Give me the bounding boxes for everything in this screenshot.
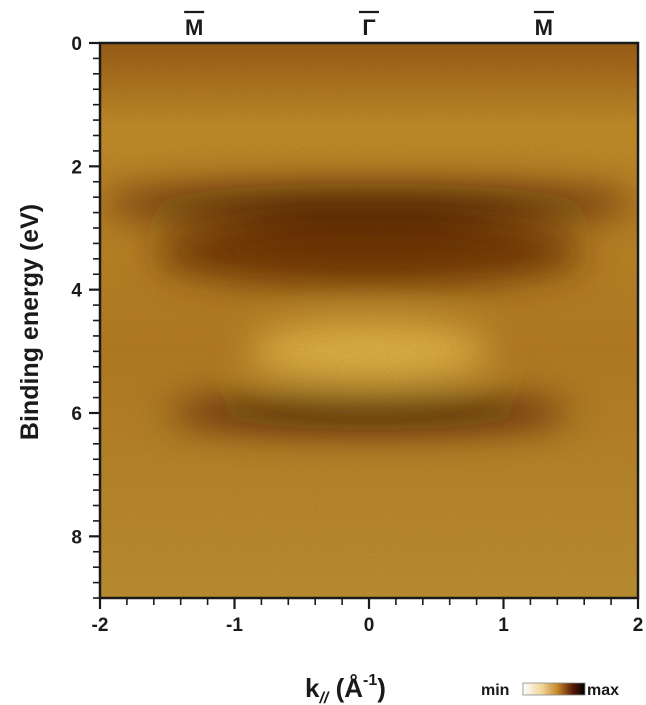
y-tick-label: 6 <box>71 404 82 425</box>
heatmap-image <box>100 43 638 598</box>
symmetry-point-label: M <box>535 15 553 40</box>
symmetry-point-label: Γ <box>362 15 375 40</box>
x-tick-label: 0 <box>364 615 375 636</box>
x-axis-label-main: k <box>305 673 320 703</box>
x-axis: -2 -1 0 1 2 <box>92 598 644 636</box>
x-axis-label-close: ) <box>377 673 386 703</box>
x-tick-label: -2 <box>92 615 109 636</box>
colorbar-max-label: max <box>587 682 619 699</box>
symmetry-point-label: M <box>185 15 203 40</box>
colorbar-min-label: min <box>481 682 509 699</box>
heatmap-noise <box>100 43 638 598</box>
x-tick-label: 1 <box>498 615 509 636</box>
y-tick-label: 0 <box>71 34 82 55</box>
y-tick-label: 2 <box>71 157 82 178</box>
x-tick-label: 2 <box>633 615 644 636</box>
y-tick-label: 8 <box>71 527 82 548</box>
x-axis-label-subscript: // <box>318 690 329 705</box>
x-axis-label: k// (Å-1) <box>305 672 386 705</box>
x-tick-label: -1 <box>226 615 243 636</box>
y-axis-label: Binding energy (eV) <box>16 204 44 440</box>
y-axis: 0 2 4 6 8 <box>71 34 100 599</box>
colorbar-gradient <box>522 682 586 696</box>
y-tick-label: 4 <box>71 281 82 302</box>
x-axis-label-unit: (Å <box>328 673 363 703</box>
x-axis-label-exponent: -1 <box>363 672 377 689</box>
colorbar: min max <box>481 682 619 699</box>
